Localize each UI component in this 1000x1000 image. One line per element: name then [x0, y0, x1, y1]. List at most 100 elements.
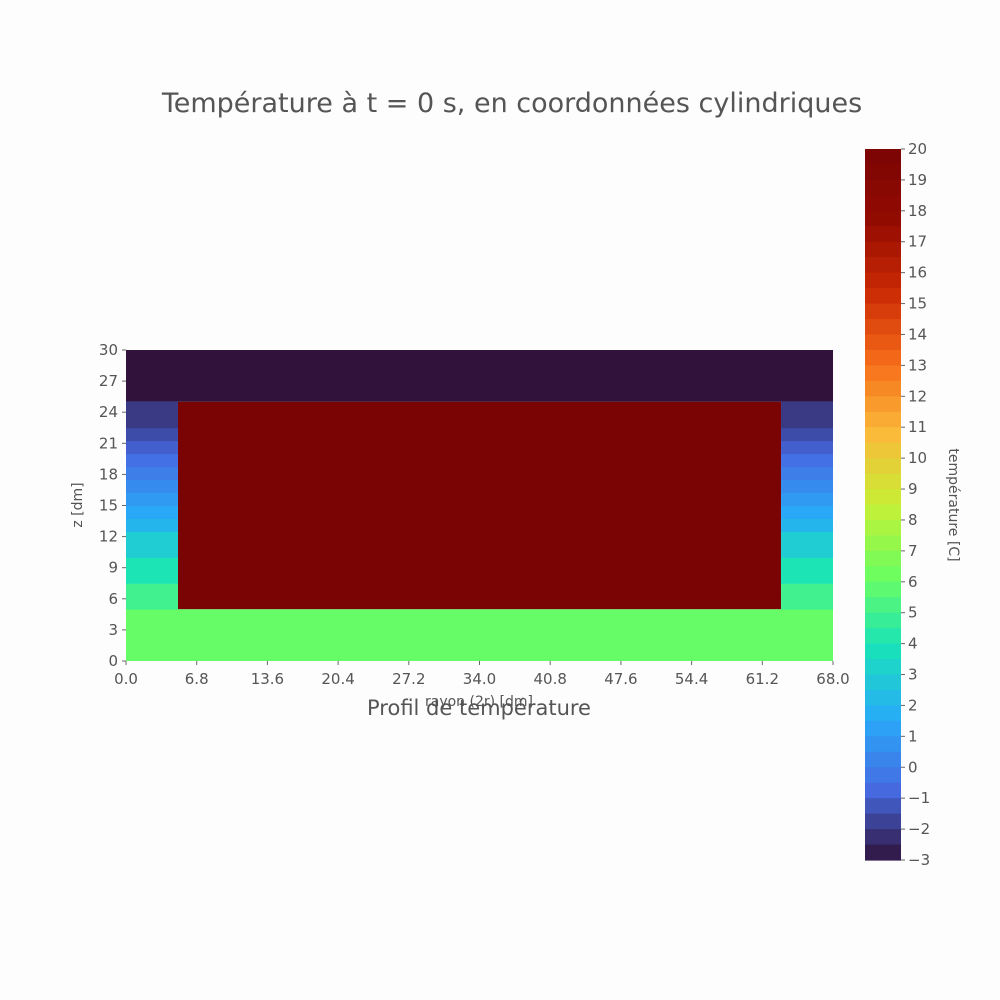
y-tick-label: 24: [99, 403, 118, 421]
heatmap-cell-right-wall: [781, 453, 833, 468]
heatmap-cell-left-wall: [126, 466, 178, 481]
colorbar-tick-label: −3: [908, 851, 930, 869]
y-axis-label: z [dm]: [70, 482, 86, 527]
x-axis-label: rayon (2r) [dm]: [425, 694, 533, 710]
colorbar-tick-label: 5: [908, 604, 918, 622]
colorbar-tick-label: 4: [908, 635, 918, 653]
colorbar-band: [865, 411, 901, 428]
colorbar-band: [865, 829, 901, 846]
colorbar-band: [865, 597, 901, 614]
heatmap-cell-left-wall: [126, 505, 178, 519]
colorbar-tick-label: 1: [908, 727, 918, 745]
colorbar-band: [865, 612, 901, 629]
heatmap-cell-left-wall: [126, 569, 178, 584]
colorbar-band: [865, 241, 901, 258]
heatmap-cell-right-wall: [781, 582, 833, 597]
y-tick-label: 0: [108, 652, 118, 670]
colorbar-band: [865, 782, 901, 799]
colorbar-band: [865, 149, 901, 166]
colorbar-band: [865, 179, 901, 196]
colorbar-tick-label: 9: [908, 480, 918, 498]
colorbar-band: [865, 210, 901, 227]
colorbar-band: [865, 365, 901, 382]
heatmap-cell-right-wall: [781, 440, 833, 455]
colorbar-band: [865, 519, 901, 537]
chart-title: Température à t = 0 s, en coordonnées cy…: [161, 88, 862, 119]
heatmap-cell-left-wall: [126, 414, 178, 429]
heatmap-cell-left-wall: [126, 556, 178, 571]
heatmap-cell-right-wall: [781, 530, 833, 545]
heatmap-cell-right-wall: [781, 595, 833, 610]
colorbar-band: [865, 319, 901, 336]
y-tick-label: 9: [108, 559, 118, 577]
y-tick-label: 15: [99, 497, 118, 515]
heatmap-cell-left-wall: [126, 453, 178, 468]
colorbar-tick-label: 20: [908, 140, 927, 158]
colorbar-tick-label: 0: [908, 758, 918, 776]
colorbar-tick-label: 10: [908, 449, 927, 467]
colorbar-band: [865, 798, 901, 815]
x-tick-label: 40.8: [533, 670, 566, 688]
colorbar-band: [865, 813, 901, 830]
heatmap-cell-left-wall: [126, 595, 178, 610]
colorbar-band: [865, 288, 901, 305]
colorbar-band: [865, 334, 901, 351]
colorbar-band: [865, 272, 901, 289]
colorbar-band: [865, 195, 901, 212]
heatmap-cell-right-wall: [781, 427, 833, 442]
heatmap-cell-left-wall: [126, 530, 178, 545]
colorbar-tick-label: 2: [908, 696, 918, 714]
plot-subtitle: Profil de température: [367, 696, 591, 720]
colorbar-band: [865, 473, 901, 490]
colorbar-tick-label: 3: [908, 666, 918, 684]
heatmap-cell-right-wall: [781, 414, 833, 429]
y-tick-label: 18: [99, 465, 118, 483]
heatmap-cell-left-wall: [126, 543, 178, 558]
x-axis: 0.0 6.8 13.6 20.4 27.2 34.0 40.8 47.6 54.4 61.2 68…: [114, 661, 850, 688]
colorbar-band: [865, 751, 901, 768]
colorbar-tick-label: 15: [908, 295, 927, 313]
colorbar-band: [865, 349, 901, 366]
heatmap-cell-left-wall: [126, 492, 178, 506]
colorbar-band: [865, 535, 901, 552]
colorbar-tick-label: −1: [908, 789, 930, 807]
colorbar-band: [865, 581, 901, 598]
colorbar-band: [865, 566, 901, 583]
heatmap-cell-right-wall: [781, 543, 833, 558]
colorbar-band: [865, 396, 901, 413]
heatmap-cell-right-wall: [781, 505, 833, 519]
heatmap-cell-top: [126, 350, 833, 402]
colorbar-band: [865, 303, 901, 320]
y-tick-label: 6: [108, 590, 118, 608]
colorbar-band: [865, 643, 901, 660]
colorbar-band: [865, 504, 901, 521]
heatmap-cell-left-wall: [126, 517, 178, 532]
y-tick-label: 30: [99, 341, 118, 359]
colorbar-band: [865, 489, 901, 506]
colorbar-band: [865, 427, 901, 444]
colorbar-band: [865, 689, 901, 707]
x-tick-label: 20.4: [321, 670, 354, 688]
heatmap-cell-left-wall: [126, 401, 178, 416]
heatmap-cells: [126, 350, 833, 661]
colorbar-band: [865, 767, 901, 784]
colorbar-band: [865, 628, 901, 645]
x-tick-label: 27.2: [392, 670, 425, 688]
colorbar-label: température [C]: [945, 448, 961, 561]
colorbar-tick-label: 13: [908, 356, 927, 374]
x-tick-label: 34.0: [463, 670, 496, 688]
colorbar-band: [865, 736, 901, 753]
x-tick-label: 54.4: [675, 670, 708, 688]
colorbar-band: [865, 380, 901, 397]
colorbar-tick-label: 12: [908, 387, 927, 405]
colorbar-tick-label: 16: [908, 264, 927, 282]
y-tick-label: 3: [108, 621, 118, 639]
colorbar-tick-label: 7: [908, 542, 918, 560]
x-tick-label: 47.6: [604, 670, 637, 688]
heatmap-cell-right-wall: [781, 492, 833, 506]
colorbar-tick-label: 14: [908, 325, 927, 343]
y-tick-label: 27: [99, 372, 118, 390]
heatmap-cell-right-wall: [781, 479, 833, 494]
heatmap-cell-right-wall: [781, 569, 833, 584]
